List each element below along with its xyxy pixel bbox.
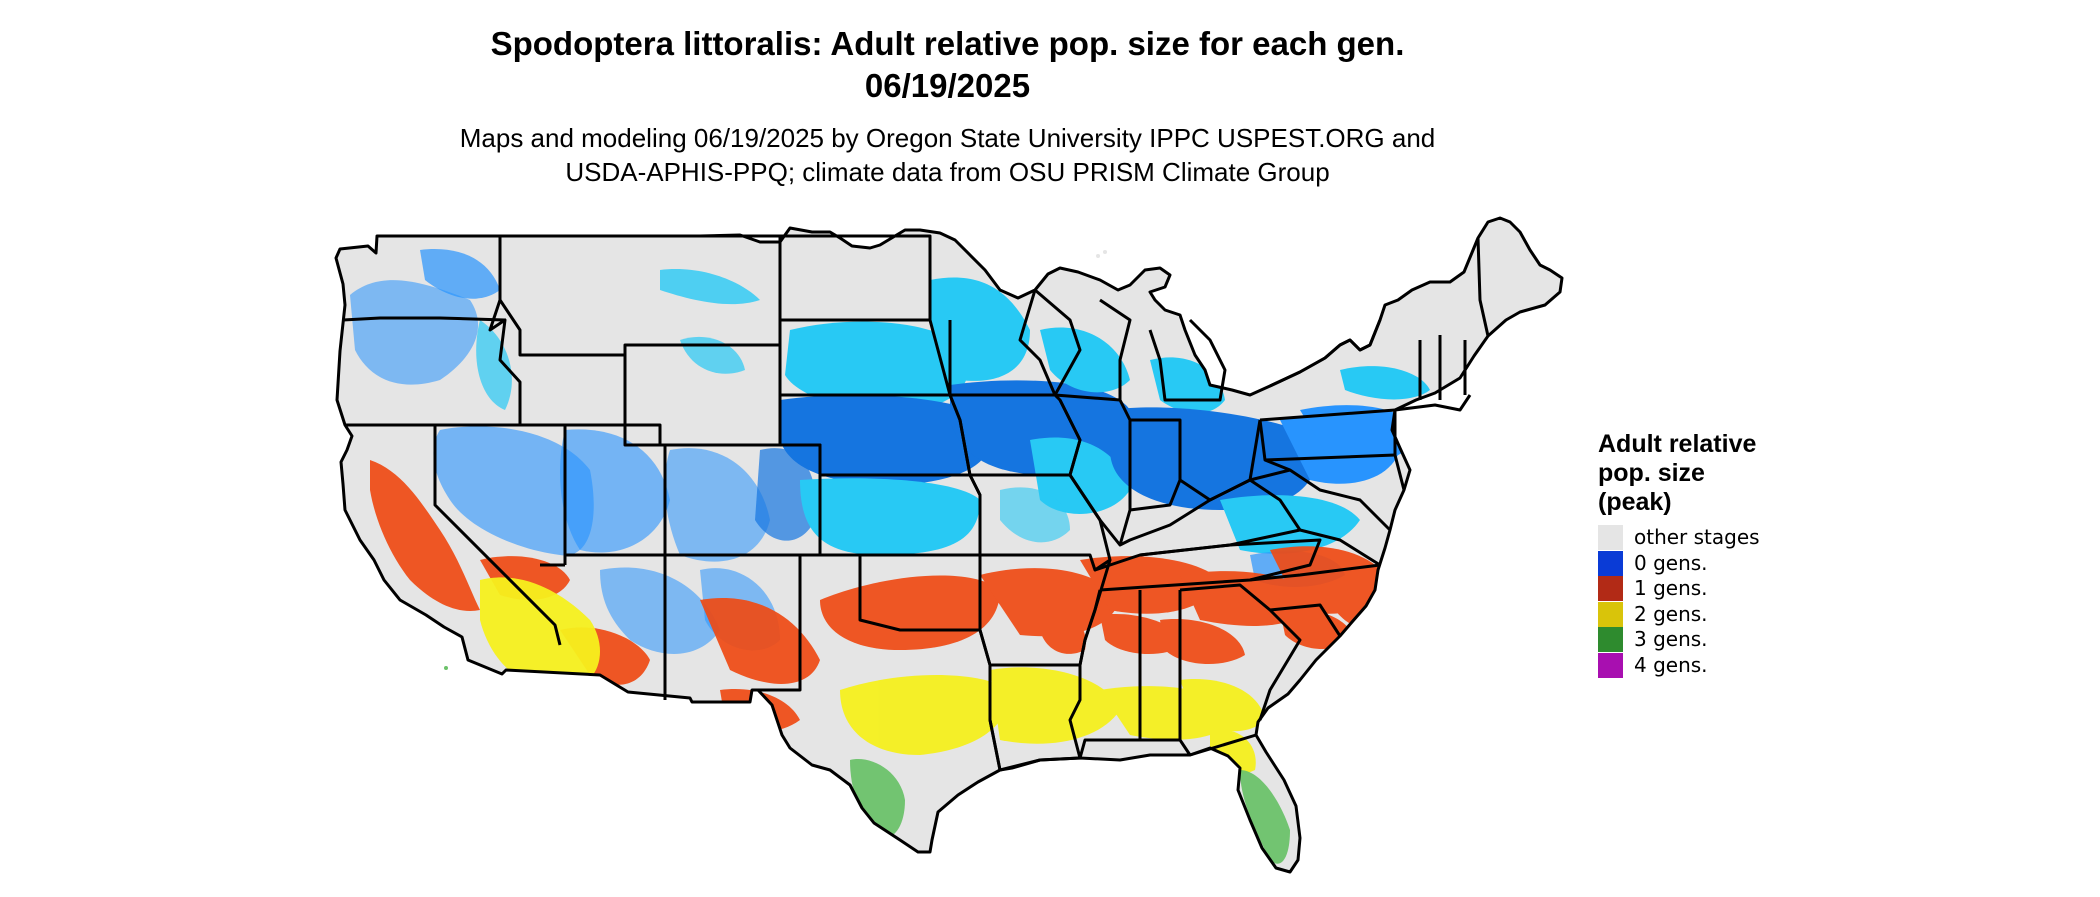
legend-item-3-gens: 3 gens. [1598,627,1978,653]
legend-item-4-gens: 4 gens. [1598,652,1978,679]
legend-items: other stages 0 gens. 1 gens. 2 gens. 3 g… [1598,525,1978,678]
legend-title-line-3: (peak) [1598,488,1672,516]
legend-title-line-1: Adult relative [1598,430,1757,458]
three-gen-region [850,759,1290,864]
legend-item-0-gens: 0 gens. [1598,550,1978,577]
legend-label: 1 gens. [1634,576,1708,600]
legend-item-other-stages: other stages [1598,525,1978,551]
legend-label: other stages [1634,525,1760,549]
legend-swatch [1598,576,1623,601]
two-gen-region [480,577,1265,774]
legend-swatch [1598,627,1623,652]
map-title: Spodoptera littoralis: Adult relative po… [490,25,1405,62]
zero-gen-region [350,249,1430,654]
legend-swatch [1598,601,1623,627]
legend-title-line-2: pop. size [1598,459,1705,487]
legend-item-2-gens: 2 gens. [1598,601,1978,628]
map-credit-line-2: USDA-APHIS-PPQ; climate data from OSU PR… [565,157,1330,187]
state-borders [334,216,1564,874]
legend-swatch [1598,550,1623,576]
legend-label: 0 gens. [1634,550,1708,575]
legend-item-1-gens: 1 gens. [1598,576,1978,602]
legend-label: 4 gens. [1634,652,1708,677]
legend-swatch [1598,652,1623,678]
legend: Adult relative pop. size (peak) other st… [1598,430,1978,678]
legend-title: Adult relative pop. size (peak) [1598,430,1978,517]
legend-label: 3 gens. [1634,627,1708,651]
map-credit-line-1: Maps and modeling 06/19/2025 by Oregon S… [459,123,1436,153]
map-date: 06/19/2025 [864,67,1031,104]
legend-label: 2 gens. [1634,601,1708,626]
four-gen-region [1220,874,1260,884]
legend-swatch [1598,525,1623,550]
